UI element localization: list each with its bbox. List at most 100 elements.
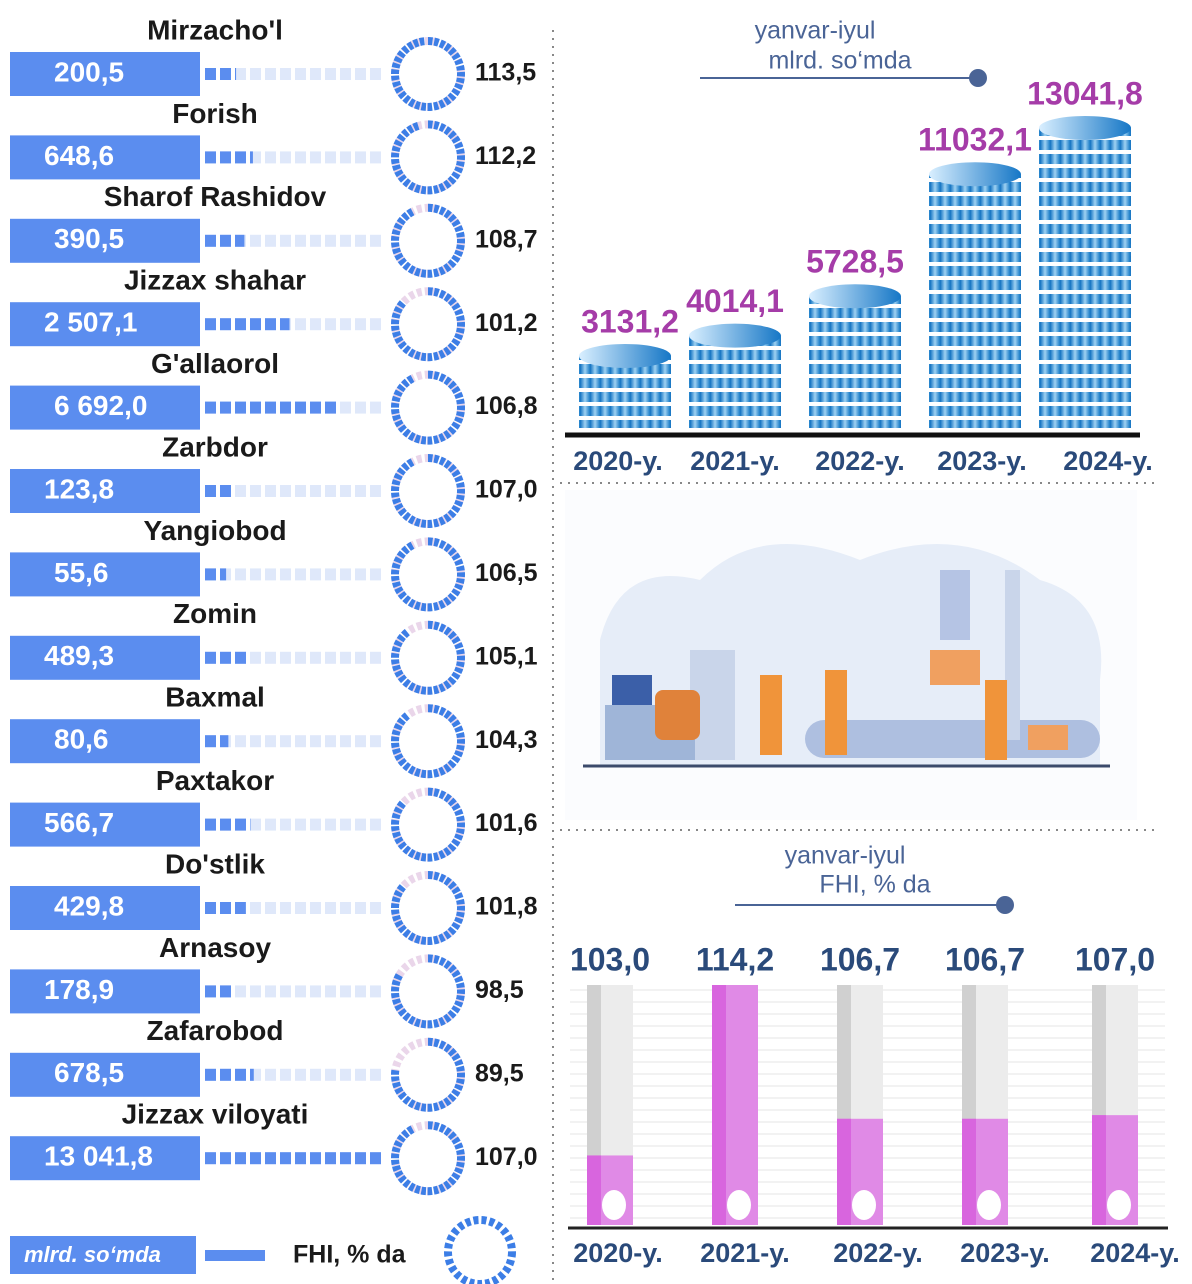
cylinder-top [929, 162, 1021, 187]
value-label: 13 041,8 [44, 1141, 153, 1172]
value-label: 114,2 [696, 941, 774, 977]
district-name: Yangiobod [143, 515, 286, 546]
dash-gap [216, 901, 220, 915]
district-name: Arnasoy [159, 932, 271, 963]
value-label: 4014,1 [686, 283, 784, 319]
dash-gap [261, 67, 265, 81]
ring [391, 620, 465, 695]
value-label: 103,0 [570, 941, 650, 977]
value-label: 429,8 [54, 890, 124, 921]
dash-gap [366, 400, 370, 415]
x-tick-label: 2023-y. [960, 1238, 1050, 1268]
dash-gap [366, 317, 370, 332]
district-name: Zomin [173, 598, 257, 629]
value-label: 106,7 [945, 941, 1025, 977]
district-name: Forish [172, 98, 258, 129]
cylinder-top [1039, 116, 1131, 140]
dash-gap [291, 650, 295, 665]
dash-gap [261, 400, 265, 415]
column-bulb [1107, 1190, 1131, 1220]
dash-gap [336, 650, 340, 665]
dash-gap [291, 233, 295, 248]
dash-gap [261, 1151, 265, 1166]
dash-gap [381, 567, 385, 582]
dash-gap [276, 734, 280, 749]
dash-gap [291, 317, 295, 332]
legend-label: FHI, % da [293, 1241, 407, 1269]
dash-gap [231, 1151, 235, 1166]
dash-gap [216, 984, 220, 999]
value-label: 2 507,1 [44, 307, 137, 338]
dash-gap [276, 233, 280, 248]
fhi-label: 112,2 [475, 142, 536, 170]
dash-gap [246, 984, 250, 999]
dash-bar [205, 234, 245, 247]
value-box [10, 969, 200, 1014]
dash-gap [351, 1067, 355, 1082]
cylinder [1039, 128, 1131, 428]
value-box [10, 635, 200, 680]
dash-gap [306, 150, 310, 165]
legend-label: mlrd. so‘mda [24, 1242, 161, 1267]
subtitle: yanvar-iyul [785, 842, 906, 870]
dash-gap [216, 150, 220, 165]
district-name: Paxtakor [156, 765, 274, 796]
value-box [10, 385, 200, 430]
value-box [10, 1052, 200, 1097]
dash-gap [276, 650, 280, 665]
dash-gap [231, 484, 235, 498]
district-name: Mirzacho'l [147, 14, 283, 45]
dash-gap [246, 150, 250, 165]
dash-gap [366, 650, 370, 665]
dash-gap [306, 484, 310, 498]
dash-gap [231, 150, 235, 165]
fhi-label: 101,6 [475, 809, 538, 837]
dash-gap [381, 901, 385, 915]
fhi-label: 101,8 [475, 893, 538, 921]
value-label: 489,3 [44, 640, 114, 671]
dash-gap [216, 1151, 220, 1166]
dash-gap [351, 567, 355, 582]
dash-bar [205, 651, 248, 664]
value-label: 678,5 [54, 1057, 124, 1088]
fhi-label: 104,3 [475, 726, 538, 754]
value-label: 5728,5 [806, 244, 904, 280]
dash-gap [306, 317, 310, 332]
x-tick-label: 2023-y. [937, 446, 1027, 476]
x-tick-label: 2021-y. [700, 1238, 790, 1268]
dash-bar [205, 818, 251, 831]
subtitle: mlrd. so‘mda [768, 47, 911, 75]
dash-gap [306, 1151, 310, 1166]
dash-gap [381, 984, 385, 999]
dash-gap [336, 67, 340, 81]
dash-gap [321, 484, 325, 498]
dash-gap [321, 67, 325, 81]
value-box [10, 135, 200, 180]
dash-gap [216, 67, 220, 81]
ring [391, 704, 465, 779]
subtitle-dot [969, 69, 987, 87]
dash-gap [321, 650, 325, 665]
cylinder [809, 296, 901, 428]
dash-gap [231, 984, 235, 999]
dash-gap [276, 817, 280, 832]
dash-gap [246, 567, 250, 582]
dash-gap [336, 150, 340, 165]
dash-gap [246, 1151, 250, 1166]
dash-gap [261, 567, 265, 582]
dash-gap [336, 233, 340, 248]
dash-gap [351, 150, 355, 165]
dash-gap [246, 817, 250, 832]
dash-gap [261, 150, 265, 165]
value-box [10, 552, 200, 597]
fhi-label: 101,2 [475, 309, 538, 337]
dash-gap [336, 1067, 340, 1082]
fhi-label: 105,1 [475, 642, 538, 670]
dash-gap [276, 1067, 280, 1082]
value-label: 6 692,0 [54, 390, 147, 421]
dash-gap [261, 233, 265, 248]
dash-gap [276, 150, 280, 165]
column-bulb [977, 1190, 1001, 1220]
ring [391, 1037, 465, 1112]
